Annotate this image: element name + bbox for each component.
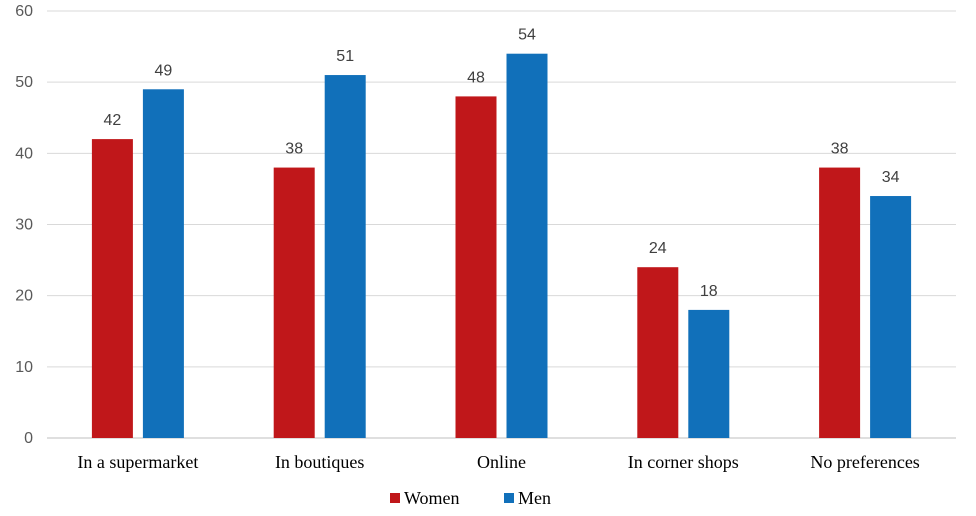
gridlines [47, 10, 956, 439]
data-label: 54 [518, 27, 536, 44]
bar-men [688, 309, 730, 438]
bar-women [273, 167, 315, 439]
x-tick-label: Online [477, 452, 526, 472]
bar-women [637, 267, 679, 438]
legend-swatch [390, 493, 400, 503]
y-tick-label: 10 [15, 359, 33, 376]
y-tick-label: 0 [24, 430, 33, 447]
x-tick-label: No preferences [810, 452, 919, 472]
x-axis: In a supermarket In boutiques Online In cor… [77, 452, 919, 472]
bar-men [870, 196, 912, 438]
bar-men [324, 75, 366, 439]
data-label: 24 [649, 240, 667, 257]
legend-label: Men [518, 488, 551, 508]
bar-women [455, 96, 497, 439]
y-axis: 0 10 20 30 40 50 60 [15, 3, 33, 447]
x-tick-label: In boutiques [275, 452, 365, 472]
data-label: 51 [336, 48, 354, 65]
y-tick-label: 40 [15, 145, 33, 162]
bar-women [91, 139, 133, 438]
legend: Women Men [390, 488, 551, 508]
data-label: 38 [831, 141, 849, 158]
legend-label: Women [404, 488, 460, 508]
data-labels: 42 49 38 51 48 54 24 18 38 34 [104, 27, 900, 300]
bar-men [142, 89, 184, 439]
legend-item-women: Women [390, 488, 460, 508]
y-tick-label: 20 [15, 288, 33, 305]
data-label: 34 [882, 169, 900, 186]
bar-men [506, 53, 548, 438]
plot-area [91, 53, 912, 439]
data-label: 48 [467, 69, 485, 86]
legend-item-men: Men [504, 488, 551, 508]
data-label: 42 [104, 112, 122, 129]
data-label: 38 [285, 141, 303, 158]
bar-women [819, 167, 861, 439]
x-tick-label: In corner shops [628, 452, 739, 472]
data-label: 49 [155, 62, 173, 79]
data-label: 18 [700, 283, 718, 300]
y-tick-label: 30 [15, 217, 33, 234]
x-tick-label: In a supermarket [77, 452, 198, 472]
y-tick-label: 60 [15, 3, 33, 20]
y-tick-label: 50 [15, 74, 33, 91]
legend-swatch [504, 493, 514, 503]
